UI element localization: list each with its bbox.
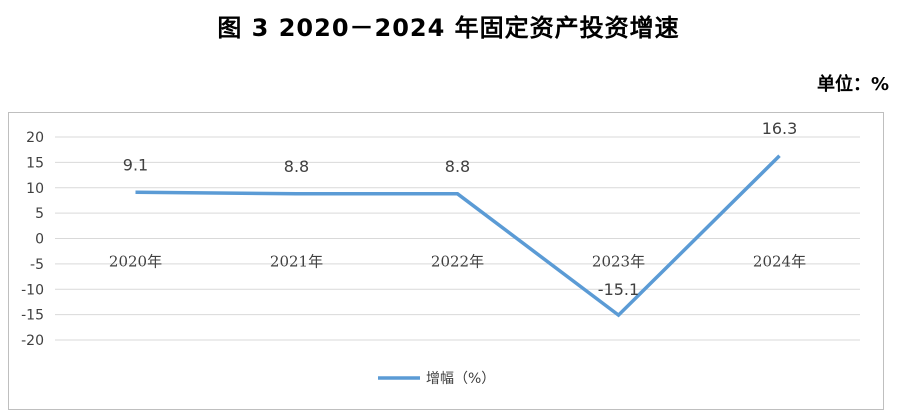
x-category-label: 2023年 <box>592 253 645 271</box>
x-category-label: 2020年 <box>109 253 162 271</box>
data-label: 8.8 <box>284 157 309 176</box>
x-category-label: 2022年 <box>431 253 484 271</box>
y-tick-label: 0 <box>35 232 44 248</box>
y-tick-label: 20 <box>26 130 44 146</box>
series-line <box>135 154 781 318</box>
y-tick-label: 15 <box>26 155 44 171</box>
y-tick-label: -20 <box>21 333 44 349</box>
y-tick-label: 5 <box>35 206 44 222</box>
chart-frame <box>8 112 884 410</box>
y-tick-label: 10 <box>26 181 44 197</box>
x-category-label: 2021年 <box>270 253 323 271</box>
data-label: 9.1 <box>123 155 148 174</box>
legend-label: 增幅（%） <box>426 371 495 387</box>
chart-title: 图 3 2020－2024 年固定资产投资增速 <box>217 14 680 42</box>
data-label: 8.8 <box>445 157 470 176</box>
x-category-label: 2024年 <box>753 253 806 271</box>
data-label: -15.1 <box>598 280 639 299</box>
y-tick-label: -5 <box>30 257 44 273</box>
y-tick-label: -10 <box>21 282 44 298</box>
unit-label: 单位：% <box>816 74 889 95</box>
data-label: 16.3 <box>762 119 798 138</box>
y-tick-label: -15 <box>21 308 44 324</box>
legend: 增幅（%） <box>378 371 495 387</box>
